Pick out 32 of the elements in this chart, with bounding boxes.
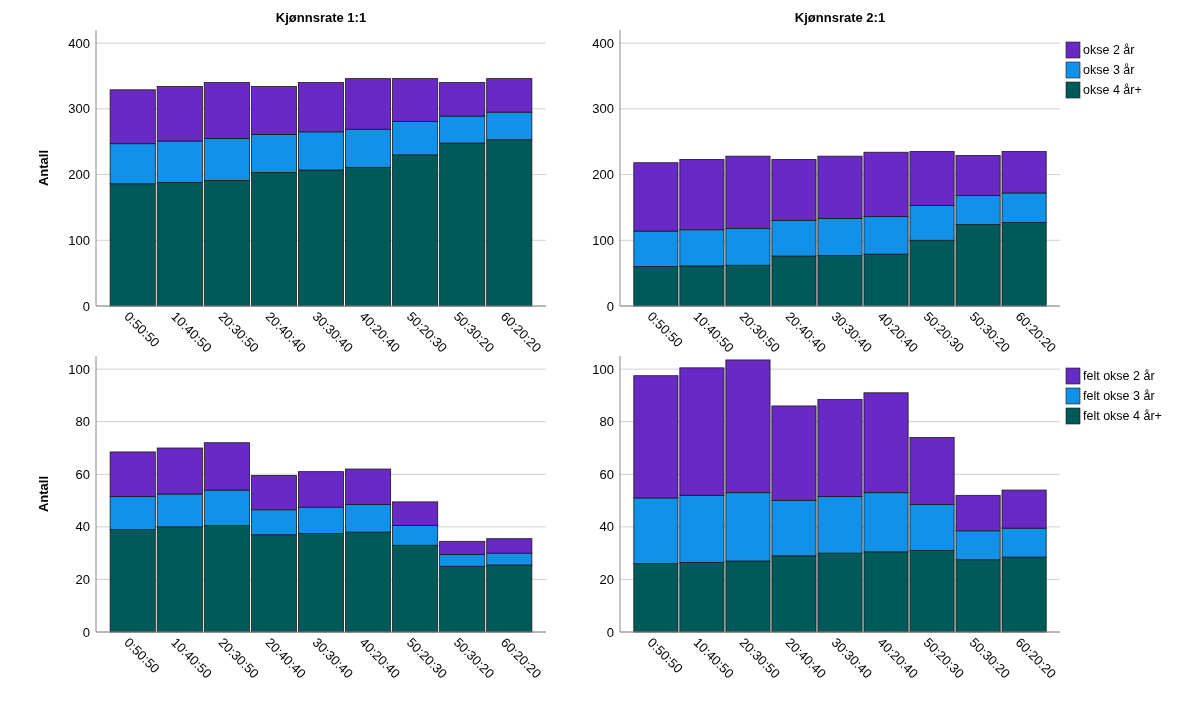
y-tick-label: 0 <box>606 624 614 640</box>
y-tick-label: 80 <box>75 414 90 430</box>
y-tick-label: 400 <box>68 35 90 51</box>
legend-label: felt okse 3 år <box>1083 389 1155 404</box>
y-tick-label: 100 <box>68 232 90 248</box>
y-axis-title: Antall <box>36 475 51 513</box>
legend-label: okse 2 år <box>1083 43 1135 58</box>
y-tick-label: 40 <box>599 519 614 535</box>
y-tick-label: 200 <box>592 167 614 183</box>
y-tick-label: 300 <box>592 101 614 117</box>
legend-label: okse 4 år+ <box>1083 83 1142 98</box>
y-tick-label: 60 <box>75 466 90 482</box>
legend-label: okse 3 år <box>1083 63 1135 78</box>
y-tick-label: 200 <box>68 167 90 183</box>
y-tick-label: 100 <box>68 361 90 377</box>
y-tick-label: 0 <box>606 298 614 314</box>
y-tick-label: 300 <box>68 101 90 117</box>
chart-title: Kjønnsrate 1:1 <box>275 10 367 25</box>
y-tick-label: 20 <box>599 571 614 587</box>
y-tick-label: 20 <box>75 571 90 587</box>
legend-label: felt okse 4 år+ <box>1083 409 1162 424</box>
legend-label: felt okse 2 år <box>1083 369 1155 384</box>
y-axis-title: Antall <box>36 149 51 187</box>
y-tick-label: 60 <box>599 466 614 482</box>
y-tick-label: 40 <box>75 519 90 535</box>
y-tick-label: 0 <box>82 298 90 314</box>
y-tick-label: 100 <box>592 232 614 248</box>
y-tick-label: 400 <box>592 35 614 51</box>
y-tick-label: 100 <box>592 361 614 377</box>
chart-title: Kjønnsrate 2:1 <box>794 10 886 25</box>
y-tick-label: 0 <box>82 624 90 640</box>
y-tick-label: 80 <box>599 414 614 430</box>
